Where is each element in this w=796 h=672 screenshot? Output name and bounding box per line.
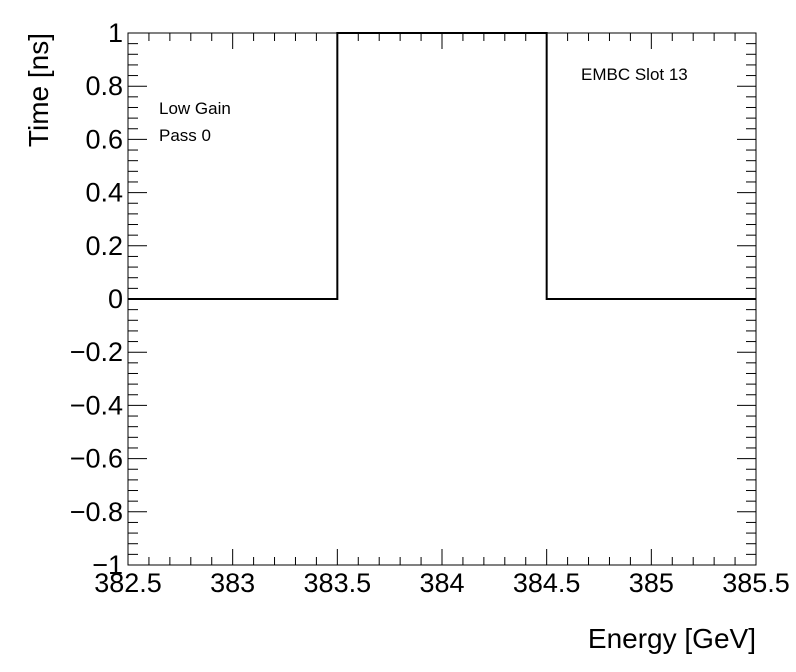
x-tick-label: 383.5 (304, 568, 372, 598)
y-tick-label: −0.4 (70, 390, 123, 420)
y-axis-title: Time [ns] (23, 33, 54, 147)
x-tick-label: 384.5 (513, 568, 581, 598)
annotation-gain: Low Gain (159, 99, 231, 118)
x-tick-label: 384 (419, 568, 464, 598)
x-tick-labels: 382.5 383 383.5 384 384.5 385 385.5 (94, 568, 790, 598)
y-tick-label: 0.6 (85, 124, 123, 154)
y-tick-label: 1 (108, 18, 123, 48)
y-tick-label: −1 (92, 550, 123, 580)
x-tick-label: 383 (210, 568, 255, 598)
y-tick-label: −0.6 (70, 444, 123, 474)
y-tick-label: 0 (108, 284, 123, 314)
x-tick-label: 385.5 (722, 568, 790, 598)
y-tick-label: 0.4 (85, 178, 123, 208)
y-tick-label: 0.8 (85, 71, 123, 101)
x-tick-label: 385 (629, 568, 674, 598)
y-tick-label: 0.2 (85, 231, 123, 261)
x-tick-label: 382.5 (94, 568, 162, 598)
y-tick-label: −0.8 (70, 497, 123, 527)
x-axis-title: Energy [GeV] (588, 623, 756, 654)
series-line (128, 32, 756, 300)
annotation-pass: Pass 0 (159, 126, 211, 145)
annotation-module: EMBC Slot 13 (581, 65, 688, 84)
y-tick-label: −0.2 (70, 337, 123, 367)
y-tick-labels: −1 −0.8 −0.6 −0.4 −0.2 0 0.2 0.4 0.6 0.8 1 (70, 18, 123, 580)
